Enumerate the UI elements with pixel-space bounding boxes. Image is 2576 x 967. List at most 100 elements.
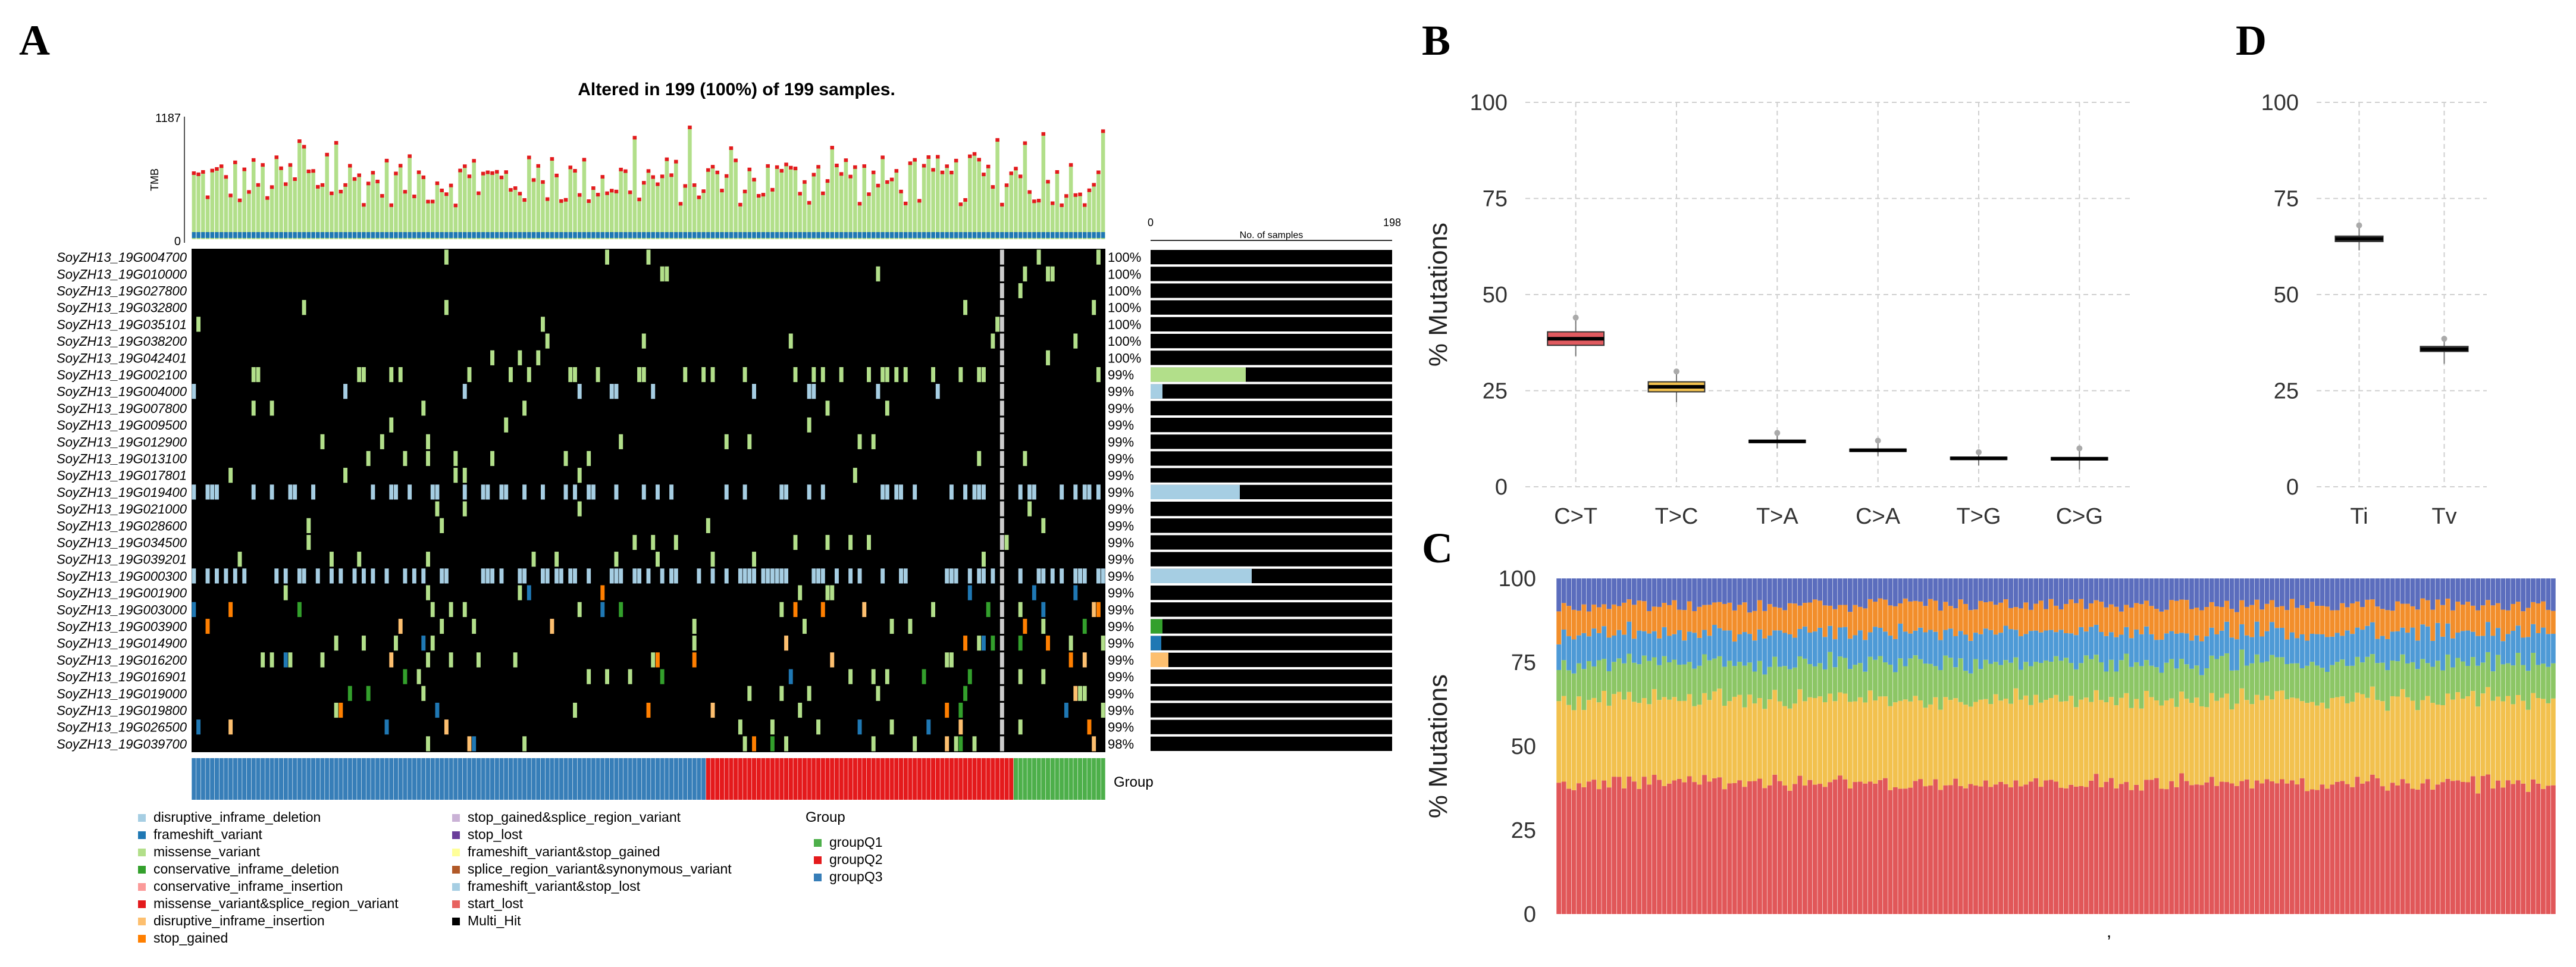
group-cell bbox=[724, 758, 729, 800]
tmb-bar bbox=[325, 154, 329, 239]
stacked-bar-segment bbox=[2500, 787, 2506, 914]
stacked-bar-segment bbox=[2475, 706, 2481, 794]
tmb-bar-top bbox=[237, 198, 242, 202]
mutation-cell bbox=[261, 652, 265, 668]
gene-percent: 99% bbox=[1108, 502, 1134, 517]
stacked-bar-segment bbox=[2405, 633, 2410, 664]
x-tick-label: T>C bbox=[1655, 504, 1698, 529]
y-tick-label: 0 bbox=[1495, 475, 1508, 500]
stacked-bar-segment bbox=[2531, 653, 2536, 693]
group-cell bbox=[1032, 758, 1036, 800]
group-cell bbox=[917, 758, 922, 800]
stacked-bar-segment bbox=[2531, 602, 2536, 624]
mutation-cell bbox=[958, 367, 963, 383]
gene-percent: 99% bbox=[1108, 368, 1134, 383]
tmb-bar bbox=[747, 169, 752, 239]
stacked-bar-segment bbox=[1631, 781, 1637, 914]
mutation-cell bbox=[779, 602, 784, 617]
stacked-bar-segment bbox=[2395, 661, 2400, 697]
mutation-cell bbox=[999, 249, 1004, 265]
tmb-bar bbox=[297, 141, 302, 239]
stacked-bar-segment bbox=[2445, 778, 2450, 914]
group-cell bbox=[591, 758, 596, 800]
stacked-bar-segment bbox=[2380, 636, 2385, 663]
stacked-bar-segment bbox=[1948, 628, 1953, 658]
tmb-bar bbox=[444, 194, 449, 239]
stacked-bar-segment bbox=[1742, 632, 1747, 666]
mutation-cell bbox=[366, 686, 371, 701]
stacked-bar-segment bbox=[2521, 637, 2526, 665]
stacked-bar-segment bbox=[1606, 578, 1612, 609]
mutation-cell bbox=[999, 350, 1004, 365]
box-outlier bbox=[2356, 222, 2362, 229]
stacked-bar-segment bbox=[1631, 639, 1637, 663]
group-cell bbox=[834, 758, 839, 800]
mutation-cell bbox=[522, 484, 527, 500]
group-cell bbox=[807, 758, 811, 800]
stacked-bar-segment bbox=[1612, 604, 1617, 636]
group-cell bbox=[930, 758, 936, 800]
stacked-bar-segment bbox=[2490, 700, 2496, 789]
stacked-bar-segment bbox=[2254, 621, 2260, 655]
gene-sample-bar-segment bbox=[1151, 384, 1162, 399]
stacked-bar-segment bbox=[1792, 667, 1797, 704]
stacked-bar-segment bbox=[2486, 600, 2490, 622]
mutation-cell bbox=[825, 534, 830, 550]
stacked-bar-segment bbox=[1586, 661, 1591, 700]
mutation-cell bbox=[867, 367, 871, 383]
mutation-cell bbox=[779, 484, 784, 500]
stacked-bar-segment bbox=[2079, 627, 2084, 664]
tmb-bar-frameshift bbox=[623, 232, 628, 238]
stacked-bar-segment bbox=[2385, 610, 2390, 639]
stacked-bar-segment bbox=[2536, 633, 2541, 665]
group-cell bbox=[945, 758, 949, 800]
stacked-bar-segment bbox=[2546, 666, 2551, 703]
stacked-bar-segment bbox=[2400, 603, 2405, 628]
stacked-bar-segment bbox=[1732, 578, 1737, 611]
stacked-bar-segment bbox=[1863, 608, 1868, 640]
tmb-bar bbox=[766, 165, 770, 239]
tmb-bar-top bbox=[306, 169, 311, 173]
stacked-bar-segment bbox=[2089, 702, 2094, 781]
tmb-bar-frameshift bbox=[770, 232, 775, 238]
stacked-bar-segment bbox=[2380, 609, 2385, 636]
mutation-cell bbox=[963, 686, 968, 701]
stacked-bar-segment bbox=[2435, 661, 2440, 705]
tmb-bar bbox=[242, 169, 247, 239]
tmb-bar bbox=[958, 204, 963, 239]
tmb-bar bbox=[651, 177, 655, 239]
stacked-bar-segment bbox=[1857, 630, 1863, 664]
stacked-bar-segment bbox=[2355, 692, 2360, 777]
mutation-cell bbox=[945, 702, 949, 718]
stacked-bar-segment bbox=[2199, 706, 2204, 786]
stacked-bar-segment bbox=[2505, 610, 2511, 634]
stacked-bar-segment bbox=[1647, 784, 1652, 914]
stacked-bar-segment bbox=[2505, 634, 2511, 664]
stacked-bar-segment bbox=[1651, 578, 1657, 607]
stacked-bar-segment bbox=[2370, 774, 2375, 914]
stacked-bar-segment bbox=[1958, 658, 1963, 702]
tmb-bar bbox=[490, 173, 494, 239]
tmb-bar-frameshift bbox=[807, 232, 811, 238]
tmb-bar bbox=[219, 166, 224, 239]
group-cell bbox=[600, 758, 605, 800]
stacked-bar-segment bbox=[2515, 625, 2521, 653]
tmb-bar bbox=[724, 176, 729, 239]
stacked-bar-segment bbox=[1973, 659, 1978, 702]
stacked-bar-segment bbox=[1707, 605, 1712, 636]
stacked-bar-segment bbox=[2390, 696, 2395, 783]
group-cell bbox=[416, 758, 421, 800]
stacked-bar-segment bbox=[1752, 781, 1757, 914]
mutation-cell bbox=[816, 568, 821, 584]
mutation-cell bbox=[293, 484, 297, 500]
stacked-bar-segment bbox=[1938, 640, 1943, 671]
gene-percent: 99% bbox=[1108, 434, 1134, 449]
tmb-bar-top bbox=[646, 169, 651, 173]
stacked-bar-segment bbox=[1676, 778, 1682, 914]
stacked-bar-segment bbox=[2224, 578, 2229, 601]
stacked-bar-segment bbox=[2309, 633, 2315, 662]
group-cell bbox=[972, 758, 977, 800]
tmb-bar-frameshift bbox=[481, 232, 485, 238]
tmb-bar-top bbox=[1055, 170, 1060, 174]
stacked-bar-segment bbox=[1867, 781, 1873, 914]
